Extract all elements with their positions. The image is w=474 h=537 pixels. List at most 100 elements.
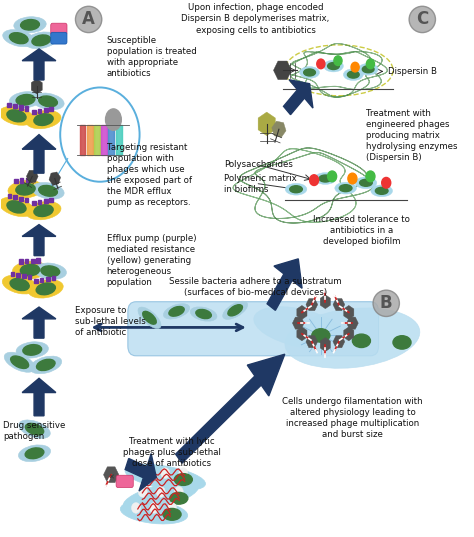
- Ellipse shape: [312, 329, 330, 342]
- Circle shape: [156, 487, 165, 497]
- Ellipse shape: [371, 185, 392, 197]
- Bar: [32, 201, 36, 205]
- Text: Treatment with
engineered phages
producing matrix
hydrolysing enzymes
(Dispersin: Treatment with engineered phages produci…: [366, 109, 457, 162]
- Ellipse shape: [41, 266, 60, 277]
- Ellipse shape: [20, 19, 39, 30]
- Ellipse shape: [223, 301, 247, 320]
- Ellipse shape: [34, 263, 66, 279]
- Ellipse shape: [36, 283, 55, 295]
- Circle shape: [317, 59, 325, 69]
- Ellipse shape: [23, 345, 42, 355]
- Circle shape: [328, 171, 337, 182]
- Circle shape: [167, 503, 176, 513]
- Ellipse shape: [10, 356, 28, 368]
- Ellipse shape: [18, 445, 51, 462]
- Ellipse shape: [347, 71, 359, 78]
- Ellipse shape: [163, 509, 181, 520]
- Text: Polymeric matrix
in biofilms: Polymeric matrix in biofilms: [224, 174, 297, 194]
- Ellipse shape: [12, 261, 47, 279]
- Ellipse shape: [19, 420, 50, 438]
- Ellipse shape: [355, 177, 377, 188]
- Polygon shape: [22, 224, 56, 256]
- Ellipse shape: [16, 184, 35, 195]
- Ellipse shape: [8, 180, 43, 198]
- Bar: [28, 275, 31, 279]
- Polygon shape: [272, 121, 286, 137]
- Circle shape: [143, 468, 152, 478]
- Bar: [32, 110, 36, 114]
- Ellipse shape: [393, 336, 411, 349]
- Ellipse shape: [32, 93, 64, 110]
- Ellipse shape: [36, 359, 55, 371]
- Polygon shape: [22, 307, 56, 338]
- Ellipse shape: [39, 185, 57, 196]
- Bar: [25, 198, 28, 202]
- Ellipse shape: [4, 352, 35, 372]
- Ellipse shape: [285, 308, 420, 368]
- Ellipse shape: [16, 95, 35, 105]
- Ellipse shape: [328, 62, 339, 69]
- Ellipse shape: [0, 106, 34, 125]
- Text: Targeting resistant
population with
phages which use
the exposed part of
the MDR: Targeting resistant population with phag…: [107, 143, 191, 207]
- Polygon shape: [273, 61, 292, 79]
- Ellipse shape: [16, 342, 48, 358]
- Bar: [22, 274, 26, 278]
- Text: Polysaccharides: Polysaccharides: [224, 159, 293, 169]
- Ellipse shape: [32, 35, 51, 46]
- Polygon shape: [297, 327, 307, 341]
- Text: Sessile bacteria adhere to a substratum
(surfaces of bio-medical devices): Sessile bacteria adhere to a substratum …: [169, 277, 342, 296]
- Bar: [31, 259, 35, 263]
- Ellipse shape: [25, 423, 44, 435]
- Bar: [52, 276, 55, 280]
- Ellipse shape: [362, 66, 374, 72]
- Ellipse shape: [335, 182, 356, 194]
- Ellipse shape: [125, 465, 206, 490]
- Ellipse shape: [358, 63, 378, 75]
- Ellipse shape: [319, 175, 332, 182]
- Ellipse shape: [28, 280, 63, 298]
- Bar: [101, 126, 107, 155]
- Bar: [37, 200, 41, 204]
- Bar: [49, 198, 53, 202]
- Text: Cells undergo filamentation with
altered physiology leading to
increased phage m: Cells undergo filamentation with altered…: [282, 397, 423, 439]
- Bar: [116, 126, 121, 155]
- Ellipse shape: [324, 60, 343, 72]
- Bar: [49, 107, 53, 111]
- Ellipse shape: [34, 205, 53, 216]
- Ellipse shape: [34, 114, 53, 126]
- Ellipse shape: [169, 307, 184, 316]
- Ellipse shape: [164, 303, 190, 319]
- Bar: [20, 178, 24, 183]
- Circle shape: [382, 177, 391, 188]
- Polygon shape: [258, 112, 275, 136]
- Polygon shape: [306, 336, 318, 348]
- Ellipse shape: [190, 307, 217, 321]
- FancyBboxPatch shape: [116, 475, 133, 488]
- FancyBboxPatch shape: [51, 32, 67, 44]
- Ellipse shape: [360, 179, 372, 186]
- Ellipse shape: [0, 197, 34, 216]
- Ellipse shape: [39, 96, 57, 107]
- Polygon shape: [283, 79, 313, 115]
- Ellipse shape: [228, 304, 242, 316]
- Bar: [44, 108, 47, 112]
- FancyBboxPatch shape: [51, 23, 67, 35]
- Ellipse shape: [123, 482, 198, 511]
- Bar: [80, 126, 85, 155]
- Text: C: C: [416, 10, 428, 28]
- Text: Susceptible
population is treated
with appropriate
antibiotics: Susceptible population is treated with a…: [107, 35, 196, 78]
- Ellipse shape: [32, 183, 64, 199]
- Ellipse shape: [2, 275, 37, 294]
- Circle shape: [334, 56, 342, 66]
- Circle shape: [161, 468, 170, 478]
- Polygon shape: [27, 170, 38, 183]
- Polygon shape: [292, 317, 304, 329]
- Ellipse shape: [138, 307, 161, 329]
- Ellipse shape: [3, 30, 35, 47]
- Text: B: B: [380, 294, 392, 313]
- Bar: [44, 199, 47, 203]
- Bar: [10, 272, 14, 276]
- Ellipse shape: [9, 33, 28, 43]
- Polygon shape: [306, 299, 318, 310]
- Polygon shape: [333, 299, 345, 310]
